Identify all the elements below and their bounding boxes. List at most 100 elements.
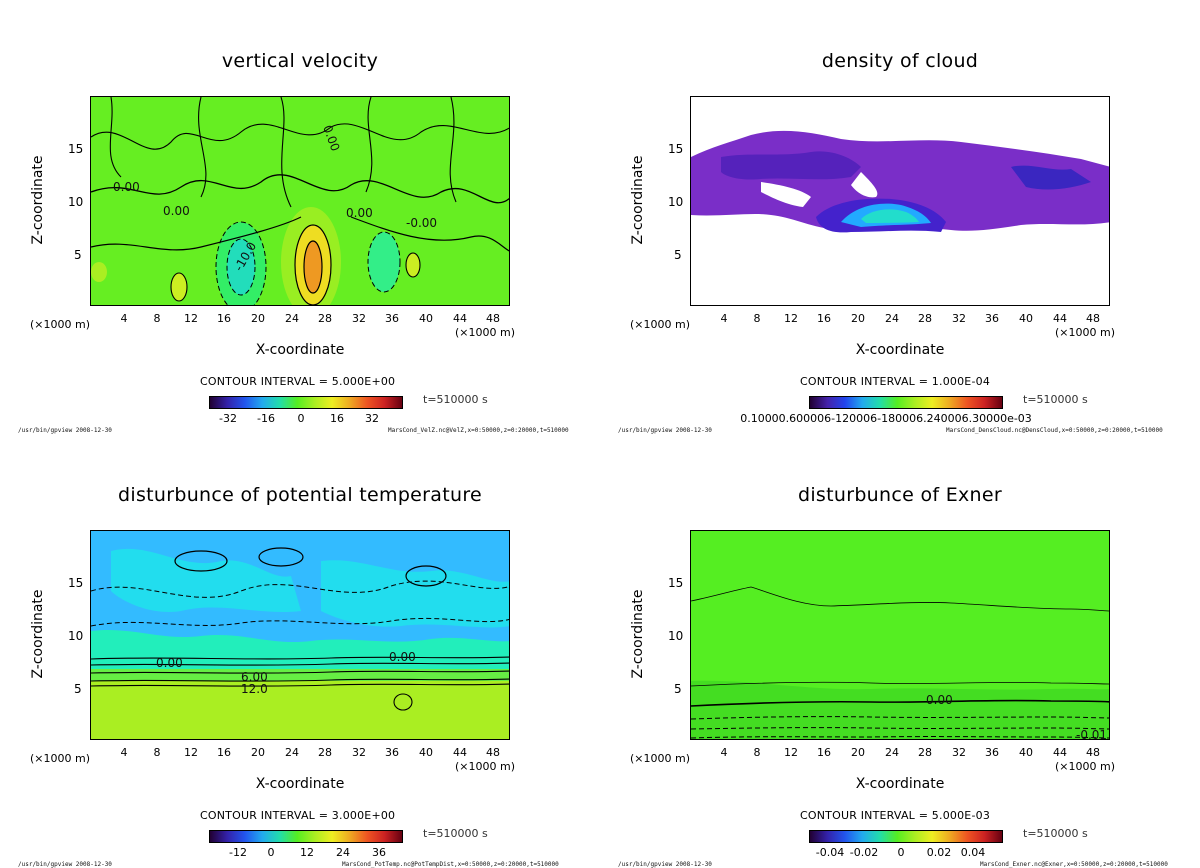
footer-right: MarsCond_PotTemp.nc@PotTempDist,x=0:5000… (342, 861, 559, 868)
panel-title: disturbunce of potential temperature (118, 484, 482, 506)
x-unit-left: (×1000 m) (30, 318, 91, 331)
colorbar-label: -12 (229, 846, 247, 859)
contour-line (170, 272, 188, 302)
contour-label: 0.00 (346, 206, 373, 220)
downdraft-core (227, 239, 255, 295)
updraft-small-2 (171, 273, 187, 301)
y-tick-label: 15 (68, 576, 84, 590)
y-axis-label: Z-coordinate (630, 155, 646, 245)
x-tick-label: 24 (285, 746, 299, 759)
x-tick-label: 44 (453, 746, 467, 759)
x-unit-right: (×1000 m) (1055, 326, 1116, 339)
x-tick-label: 12 (784, 312, 798, 325)
x-tick-label: 24 (285, 312, 299, 325)
x-tick-label: 28 (318, 746, 332, 759)
panel-title: density of cloud (821, 50, 979, 72)
contour-line (91, 683, 509, 687)
updraft-peak (304, 241, 322, 293)
footer-left: /usr/bin/gpview 2008-12-30 (618, 427, 712, 434)
plot-svg (691, 97, 1109, 305)
colorbar-label: 36 (372, 846, 386, 859)
footer-right: MarsCond_VelZ.nc@VelZ,x=0:50000,z=0:2000… (388, 427, 569, 434)
contour-line (91, 216, 509, 252)
x-tick-label: 16 (217, 746, 231, 759)
contour-line (367, 231, 401, 293)
panel-exner: disturbunce of Exner 0.00 -0.01 Z-coordi… (600, 434, 1200, 868)
colorbar-label: 12 (300, 846, 314, 859)
colorbar-label: 32 (365, 412, 379, 425)
contour-label: 0.00 (389, 650, 416, 664)
y-tick-label: 10 (68, 195, 84, 209)
x-tick-label: 28 (918, 312, 932, 325)
contour-line (215, 221, 267, 305)
x-tick-label: 20 (251, 746, 265, 759)
time-label: t=510000 s (1023, 393, 1088, 406)
colorbar-label: 0.10000.600006-120006-180006.240006.3000… (740, 412, 1032, 425)
y-axis-label: Z-coordinate (30, 155, 46, 245)
contour-line (691, 736, 1109, 739)
x-tick-label: 36 (985, 746, 999, 759)
contour-line (303, 240, 323, 294)
x-tick-label: 20 (851, 312, 865, 325)
transition-layer (91, 630, 509, 671)
time-label: t=510000 s (1023, 827, 1088, 840)
x-tick-label: 48 (486, 312, 500, 325)
contour-line (91, 123, 509, 150)
x-unit-left: (×1000 m) (630, 318, 691, 331)
x-tick-label: 32 (352, 312, 366, 325)
x-tick-label: 40 (419, 746, 433, 759)
cloud-denser (1011, 165, 1091, 190)
x-tick-label: 40 (1019, 746, 1033, 759)
downdraft-region-2 (368, 232, 400, 292)
colorbar-label: -0.04 (815, 846, 845, 859)
contour-interval: CONTOUR INTERVAL = 3.000E+00 (200, 809, 396, 822)
contour-label: 0.00 (113, 180, 140, 194)
x-tick-label: 4 (120, 312, 128, 325)
x-unit-right: (×1000 m) (1055, 760, 1116, 773)
x-axis-label: X-coordinate (855, 342, 945, 358)
colorbar-label: -16 (257, 412, 275, 425)
colorbar-label: 24 (336, 846, 350, 859)
contour-line (91, 617, 509, 627)
x-tick-label: 20 (251, 312, 265, 325)
footer-left: /usr/bin/gpview 2008-12-30 (618, 861, 712, 868)
colorbar (809, 396, 1003, 409)
x-tick-label: 28 (318, 312, 332, 325)
x-tick-label: 36 (385, 746, 399, 759)
x-tick-label: 44 (1053, 312, 1067, 325)
x-tick-label: 40 (1019, 312, 1033, 325)
x-tick-label: 40 (419, 312, 433, 325)
x-tick-label: 24 (885, 312, 899, 325)
contour-interval: CONTOUR INTERVAL = 5.000E+00 (200, 375, 396, 388)
footer-left: /usr/bin/gpview 2008-12-30 (18, 861, 112, 868)
x-tick-label: 48 (1086, 746, 1100, 759)
x-tick-label: 48 (486, 746, 500, 759)
x-tick-label: 8 (753, 312, 761, 325)
footer-right: MarsCond_Exner.nc@Exner,x=0:50000,z=0:20… (980, 861, 1168, 868)
x-axis-label: X-coordinate (855, 776, 945, 792)
y-tick-label: 10 (68, 629, 84, 643)
contour-label: 0.00 (926, 693, 953, 707)
contour-label: -0.00 (406, 216, 437, 230)
contour-line (691, 727, 1109, 730)
x-unit-left: (×1000 m) (30, 752, 91, 765)
contour-line (294, 224, 332, 305)
lower-field (691, 680, 1109, 739)
cloud-denser (721, 151, 861, 180)
contour-line (91, 656, 509, 660)
cloud-gap (761, 182, 811, 207)
contour-line (405, 252, 421, 278)
contour-line (91, 678, 509, 682)
colorbar-label: 0.02 (926, 846, 952, 859)
contour-label: 6.00 (241, 670, 268, 684)
x-tick-label: 12 (784, 746, 798, 759)
colorbar-label: 0 (897, 846, 905, 859)
colorbar-label: 0.04 (960, 846, 986, 859)
y-tick-label: 15 (68, 142, 84, 156)
contour-label: -0.01 (1076, 728, 1107, 740)
y-axis-label: Z-coordinate (630, 589, 646, 679)
x-tick-label: 4 (720, 746, 728, 759)
plot-svg: 0.00 6.00 12.0 0.00 (91, 531, 509, 739)
x-tick-label: 48 (1086, 312, 1100, 325)
y-tick-label: 5 (74, 682, 82, 696)
